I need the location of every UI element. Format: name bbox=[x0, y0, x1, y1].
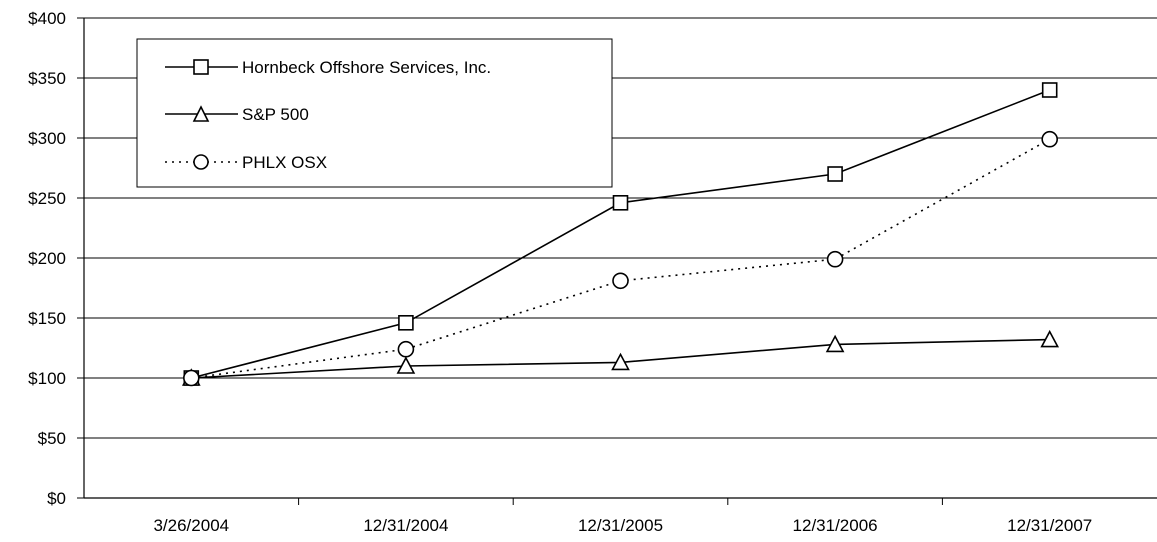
legend: Hornbeck Offshore Services, Inc. S&P 500… bbox=[136, 38, 613, 188]
y-tick-label: $100 bbox=[28, 369, 66, 388]
y-tick-label: $300 bbox=[28, 129, 66, 148]
legend-triangle-marker-icon bbox=[192, 105, 210, 122]
data-point-triangle bbox=[611, 352, 630, 371]
legend-square-marker-icon bbox=[193, 59, 209, 75]
x-tick-label: 12/31/2007 bbox=[1007, 516, 1092, 535]
data-point-circle bbox=[397, 340, 415, 358]
data-point-circle bbox=[612, 272, 629, 290]
y-tick-label: $50 bbox=[38, 429, 66, 448]
legend-circle-marker-icon bbox=[193, 154, 209, 170]
y-tick-label: $350 bbox=[28, 69, 66, 88]
legend-label-hornbeck: Hornbeck Offshore Services, Inc. bbox=[242, 58, 491, 77]
x-tick-label: 3/26/2004 bbox=[153, 516, 229, 535]
legend-box bbox=[136, 38, 613, 188]
data-point-square bbox=[398, 314, 414, 331]
data-point-circle bbox=[183, 369, 200, 387]
axes bbox=[77, 17, 1157, 505]
y-tick-label: $250 bbox=[28, 189, 66, 208]
legend-label-phlx-osx: PHLX OSX bbox=[242, 153, 327, 172]
legend-item-hornbeck: Hornbeck Offshore Services, Inc. bbox=[165, 58, 491, 77]
x-tick-label: 12/31/2004 bbox=[363, 516, 448, 535]
data-point-circle bbox=[1041, 130, 1058, 148]
legend-item-phlx-osx: PHLX OSX bbox=[165, 153, 327, 172]
data-point-square bbox=[1041, 82, 1058, 98]
data-point-circle bbox=[826, 250, 844, 268]
x-tick-labels: 3/26/2004 12/31/2004 12/31/2005 12/31/2006 1… bbox=[153, 516, 1092, 535]
legend-label-sp500: S&P 500 bbox=[242, 105, 309, 124]
x-tick-label: 12/31/2005 bbox=[578, 516, 663, 535]
data-point-triangle bbox=[396, 356, 416, 374]
data-point-square bbox=[612, 195, 629, 211]
legend-item-sp500: S&P 500 bbox=[165, 105, 309, 124]
y-tick-label: $200 bbox=[28, 249, 66, 268]
y-tick-label: $400 bbox=[28, 9, 66, 28]
data-point-triangle bbox=[1040, 329, 1060, 348]
x-tick-label: 12/31/2006 bbox=[793, 516, 878, 535]
y-tick-label: $0 bbox=[47, 489, 66, 508]
series-lines bbox=[181, 82, 1060, 387]
y-tick-labels: $0 $50 $100 $150 $200 $250 $300 $350 $400 bbox=[28, 9, 66, 508]
y-tick-label: $150 bbox=[28, 309, 66, 328]
data-point-triangle bbox=[825, 334, 845, 353]
data-point-square bbox=[827, 166, 843, 182]
